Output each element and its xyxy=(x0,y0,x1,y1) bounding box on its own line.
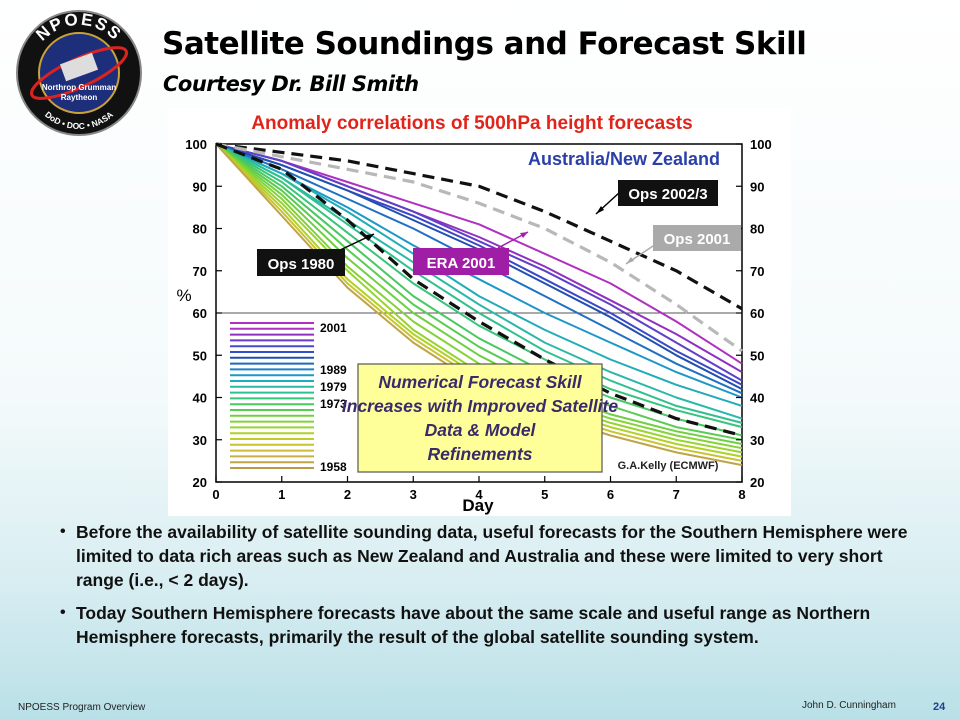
series-line xyxy=(215,143,743,382)
page-number: 24 xyxy=(933,701,946,713)
chart-title: Anomaly correlations of 500hPa height fo… xyxy=(251,113,692,134)
slide-subtitle: Courtesy Dr. Bill Smith xyxy=(163,72,419,96)
chart-panel: Anomaly correlations of 500hPa height fo… xyxy=(168,108,791,516)
y-tick-label-left: 80 xyxy=(193,222,207,237)
y-tick-label-right: 20 xyxy=(750,475,764,490)
bullet-item: Today Southern Hemisphere forecasts have… xyxy=(60,601,920,649)
y-tick-label-right: 80 xyxy=(750,222,764,237)
callout-label: ERA 2001 xyxy=(427,255,496,272)
callout-ops-2002-3: Ops 2002/3 xyxy=(595,180,718,215)
x-tick-label: 7 xyxy=(673,487,680,502)
y-tick-label-left: 100 xyxy=(185,137,207,152)
annotation-text: Numerical Forecast Skill Increases with I… xyxy=(342,372,618,464)
series-line xyxy=(215,143,743,420)
series-line xyxy=(215,142,743,438)
y-tick-label-right: 50 xyxy=(750,348,764,363)
y-tick-label-left: 70 xyxy=(193,264,207,279)
x-axis-label: Day xyxy=(462,496,494,515)
series-line xyxy=(215,142,743,353)
y-tick-label-left: 30 xyxy=(193,433,207,448)
series-line xyxy=(215,143,743,424)
callout-ops-2001: Ops 2001 xyxy=(625,225,741,265)
x-tick-label: 6 xyxy=(607,487,614,502)
x-tick-label: 5 xyxy=(541,487,548,502)
x-tick-label: 3 xyxy=(410,487,417,502)
slide-title: Satellite Soundings and Forecast Skill xyxy=(162,26,807,62)
x-tick-label: 4 xyxy=(475,487,483,502)
y-tick-label-right: 40 xyxy=(750,391,764,406)
npoess-logo: NPOESS Northrop Grumman Raytheon DoD • D… xyxy=(16,10,142,136)
x-tick-label: 2 xyxy=(344,487,351,502)
y-tick-label-left: 60 xyxy=(193,306,207,321)
annotation-line: Increases with Improved Satellite xyxy=(342,396,618,416)
annotation-box: Numerical Forecast Skill Increases with I… xyxy=(342,363,618,473)
y-tick-label-right: 70 xyxy=(750,264,764,279)
footer-presentation: NPOESS Program Overview xyxy=(18,702,146,713)
y-tick-label-right: 90 xyxy=(750,179,764,194)
legend-year-label: 1979 xyxy=(320,380,347,394)
region-label: Australia/New Zealand xyxy=(528,149,720,169)
x-tick-label: 1 xyxy=(278,487,285,502)
x-tick-label: 8 xyxy=(738,487,745,502)
x-tick-label: 0 xyxy=(212,487,219,502)
callout-label: Ops 2001 xyxy=(664,231,731,248)
footer-author: John D. Cunningham xyxy=(802,700,896,711)
anomaly-correlation-chart: Anomaly correlations of 500hPa height fo… xyxy=(176,113,772,515)
year-legend: 2001 1989 1979 1973 1958 xyxy=(230,321,347,474)
y-tick-label-left: 50 xyxy=(193,348,207,363)
logo-line2: Raytheon xyxy=(61,93,98,102)
annotation-line: Refinements xyxy=(427,444,532,464)
callout-label: Ops 1980 xyxy=(268,256,335,273)
legend-year-label: 1989 xyxy=(320,363,347,377)
y-tick-label-left: 20 xyxy=(193,475,207,490)
logo-line1: Northrop Grumman xyxy=(42,83,116,92)
series-line xyxy=(215,143,743,441)
y-tick-label-right: 100 xyxy=(750,137,772,152)
bullet-list: Before the availability of satellite sou… xyxy=(60,520,920,658)
series-line xyxy=(215,143,743,445)
callout-label: Ops 2002/3 xyxy=(628,186,707,203)
y-tick-label-left: 40 xyxy=(193,391,207,406)
annotation-line: Data & Model xyxy=(425,420,537,440)
legend-year-label: 1958 xyxy=(320,460,347,474)
y-tick-label-left: 90 xyxy=(193,179,207,194)
bullet-item: Before the availability of satellite sou… xyxy=(60,520,920,592)
annotation-line: Numerical Forecast Skill xyxy=(378,372,582,392)
callout-ops-1980: Ops 1980 xyxy=(257,233,375,276)
series-line xyxy=(215,143,743,365)
legend-year-label: 1973 xyxy=(320,397,347,411)
y-tick-label-right: 30 xyxy=(750,433,764,448)
chart-credit: G.A.Kelly (ECMWF) xyxy=(618,460,719,472)
series-line xyxy=(215,143,743,429)
legend-year-label: 2001 xyxy=(320,321,347,335)
series-line xyxy=(215,142,743,311)
y-tick-label-right: 60 xyxy=(750,306,764,321)
callout-era-2001: ERA 2001 xyxy=(413,231,529,275)
y-axis-label: % xyxy=(176,286,191,305)
